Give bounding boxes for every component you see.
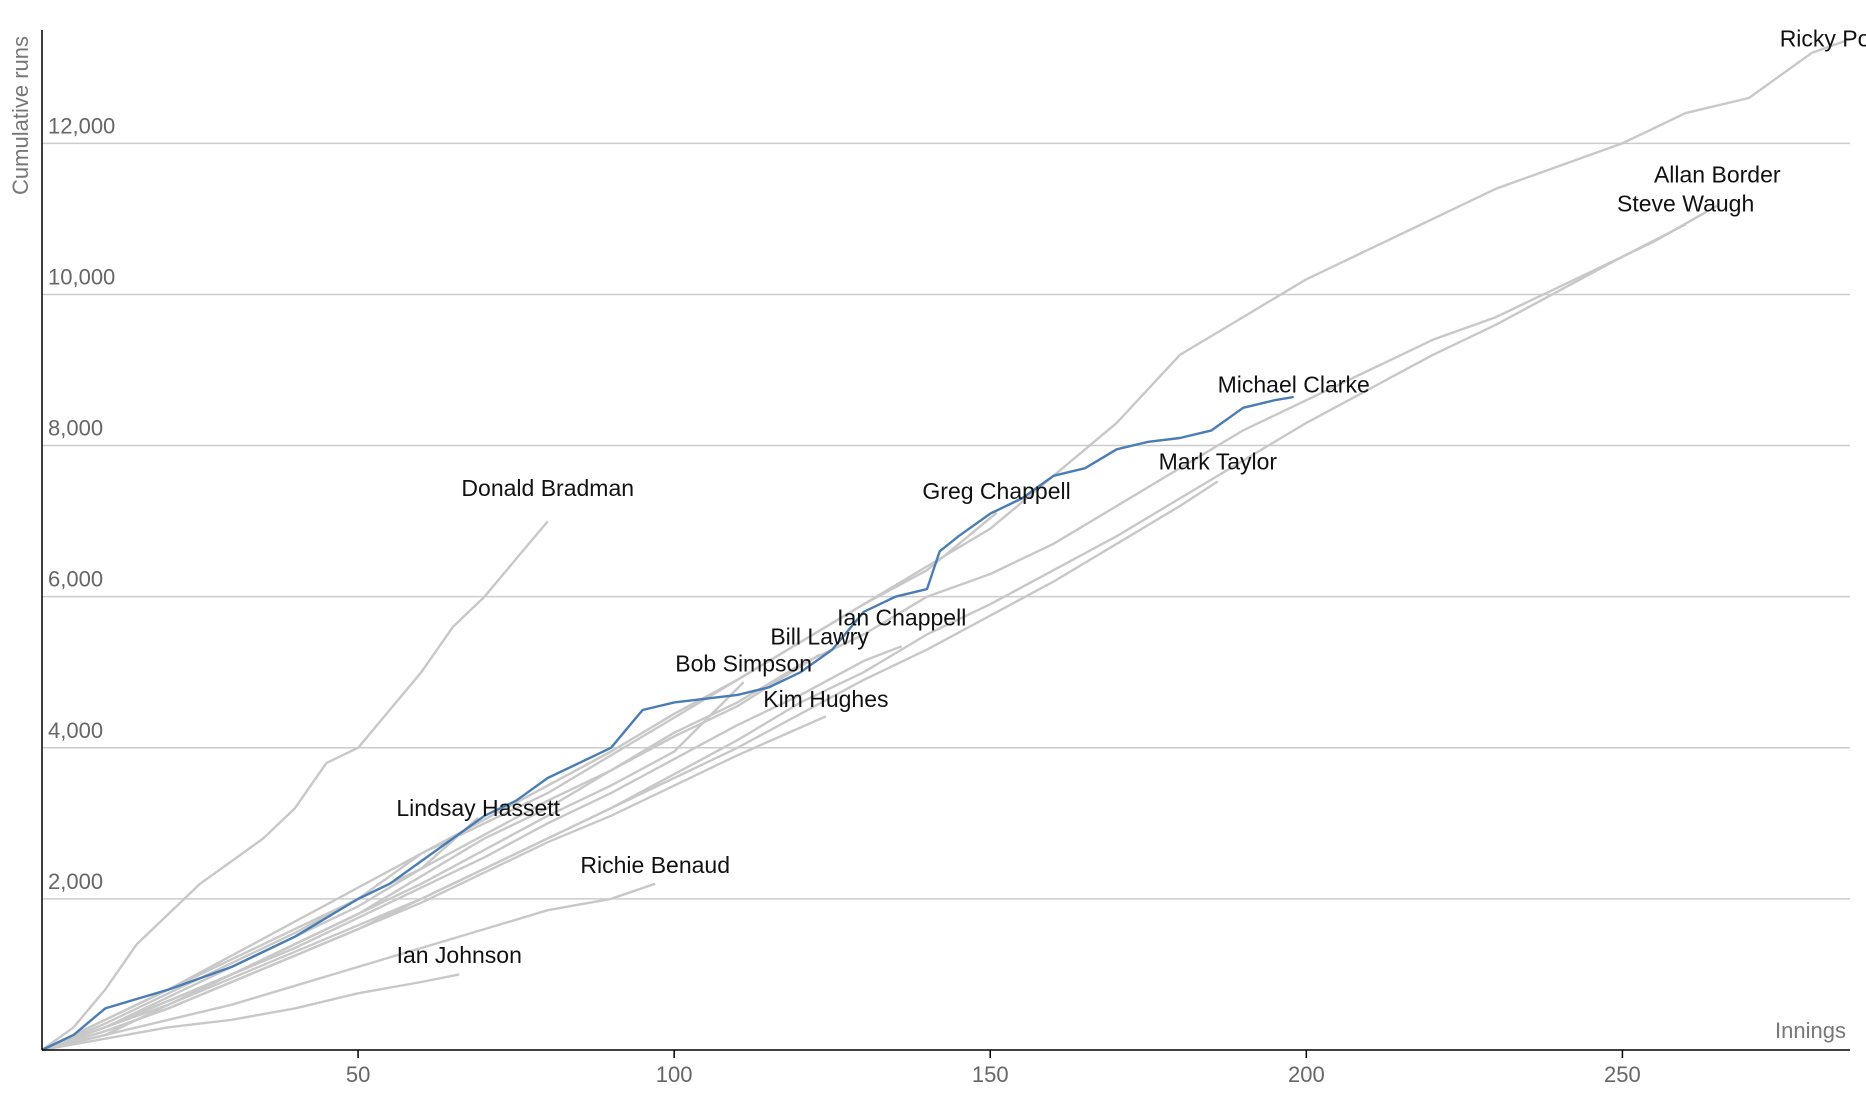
y-tick-label: 10,000 [48,264,115,289]
series-line-donald-bradman [41,520,549,1051]
series-label-michael-clarke: Michael Clarke [1218,372,1370,398]
series-label-allan-border: Allan Border [1654,162,1781,188]
series-label-kim-hughes: Kim Hughes [763,686,888,712]
series-label-mark-taylor: Mark Taylor [1159,449,1278,475]
x-tick-label: 200 [1288,1062,1325,1087]
series-line-mark-taylor [41,480,1219,1052]
y-tick-label: 2,000 [48,869,103,894]
series-label-bob-simpson: Bob Simpson [675,650,812,676]
series-line-richie-benaud [41,882,656,1052]
y-tick-label: 4,000 [48,718,103,743]
y-tick-label: 6,000 [48,567,103,592]
series-label-steve-waugh: Steve Waugh [1617,190,1754,216]
y-axis-title: Cumulative runs [8,36,33,195]
series-label-ricky-ponting: Ricky Ponting [1780,26,1866,52]
series-label-richie-benaud: Richie Benaud [580,852,730,878]
series-lines [41,38,1851,1052]
tick-labels: 2,000 4,000 6,000 8,000 10,000 12,000 50 100 150… [48,113,1641,1087]
x-tick-label: 100 [656,1062,693,1087]
series-label-bill-lawry: Bill Lawry [770,623,869,649]
series-label-lindsay-hassett: Lindsay Hassett [396,795,560,821]
y-tick-label: 8,000 [48,416,103,441]
series-line-bob-simpson [41,681,745,1052]
series-label-greg-chappell: Greg Chappell [922,478,1070,504]
y-tick-label: 12,000 [48,113,115,138]
series-line-greg-chappell [41,511,998,1052]
gridlines [42,142,1850,900]
series-label-ian-chappell: Ian Chappell [837,604,966,630]
series-line-ian-johnson [41,973,460,1052]
series-label-donald-bradman: Donald Bradman [461,475,634,501]
axes [41,30,1850,1051]
series-line-kim-hughes [41,715,827,1052]
series-label-ian-johnson: Ian Johnson [397,942,522,968]
x-axis-title: Innings [1775,1018,1846,1043]
x-tick-label: 150 [972,1062,1009,1087]
x-tick-label: 250 [1604,1062,1641,1087]
x-tick-label: 50 [346,1062,370,1087]
series-line-michael-clarke [41,395,1294,1052]
